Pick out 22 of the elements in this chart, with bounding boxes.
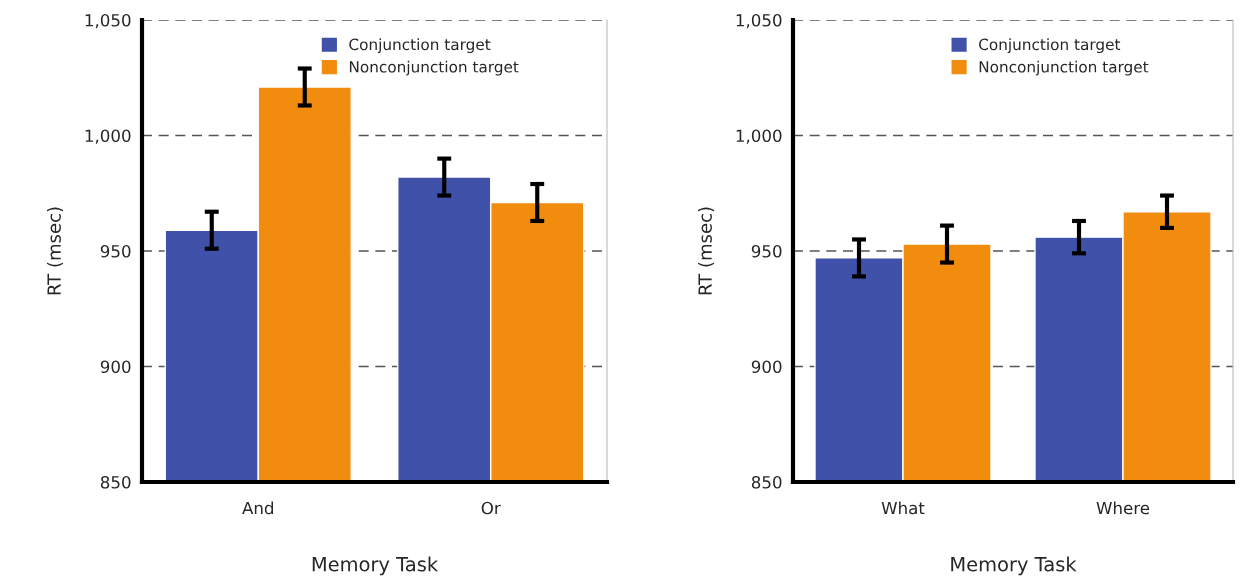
y-tick-label: 1,000 [736, 129, 782, 144]
y-axis-title: RT (msec) [46, 207, 64, 295]
x-tick-label: And [242, 501, 274, 515]
y-axis-title: RT (msec) [697, 207, 715, 295]
y-tick-label: 1,050 [736, 13, 782, 29]
x-tick-label: Or [481, 501, 501, 515]
y-tick-label: 900 [751, 360, 782, 374]
legend-label: Nonconjunction target [349, 60, 519, 76]
y-tick-label: 1,050 [85, 13, 131, 29]
x-tick-label: Where [1096, 501, 1150, 515]
y-tick-label: 950 [751, 244, 782, 258]
y-tick-label: 900 [100, 360, 131, 374]
x-axis-title: Memory Task [951, 556, 1077, 576]
y-tick-label: 850 [751, 475, 782, 489]
y-tick-label: 850 [100, 475, 131, 489]
x-axis-title: Memory Task [312, 556, 439, 576]
legend-label: Conjunction target [979, 38, 1121, 54]
y-tick-label: 950 [100, 244, 131, 258]
legend-label: Conjunction target [349, 38, 491, 54]
legend-label: Nonconjunction target [979, 60, 1149, 76]
x-tick-label: What [881, 501, 925, 515]
y-tick-label: 1,000 [85, 129, 131, 144]
